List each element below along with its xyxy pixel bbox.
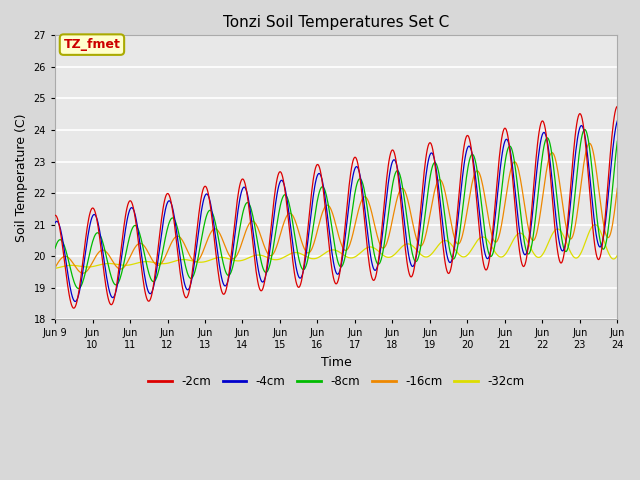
Y-axis label: Soil Temperature (C): Soil Temperature (C): [15, 113, 28, 241]
Legend: -2cm, -4cm, -8cm, -16cm, -32cm: -2cm, -4cm, -8cm, -16cm, -32cm: [143, 371, 529, 393]
X-axis label: Time: Time: [321, 356, 351, 369]
Title: Tonzi Soil Temperatures Set C: Tonzi Soil Temperatures Set C: [223, 15, 449, 30]
Text: TZ_fmet: TZ_fmet: [63, 38, 120, 51]
